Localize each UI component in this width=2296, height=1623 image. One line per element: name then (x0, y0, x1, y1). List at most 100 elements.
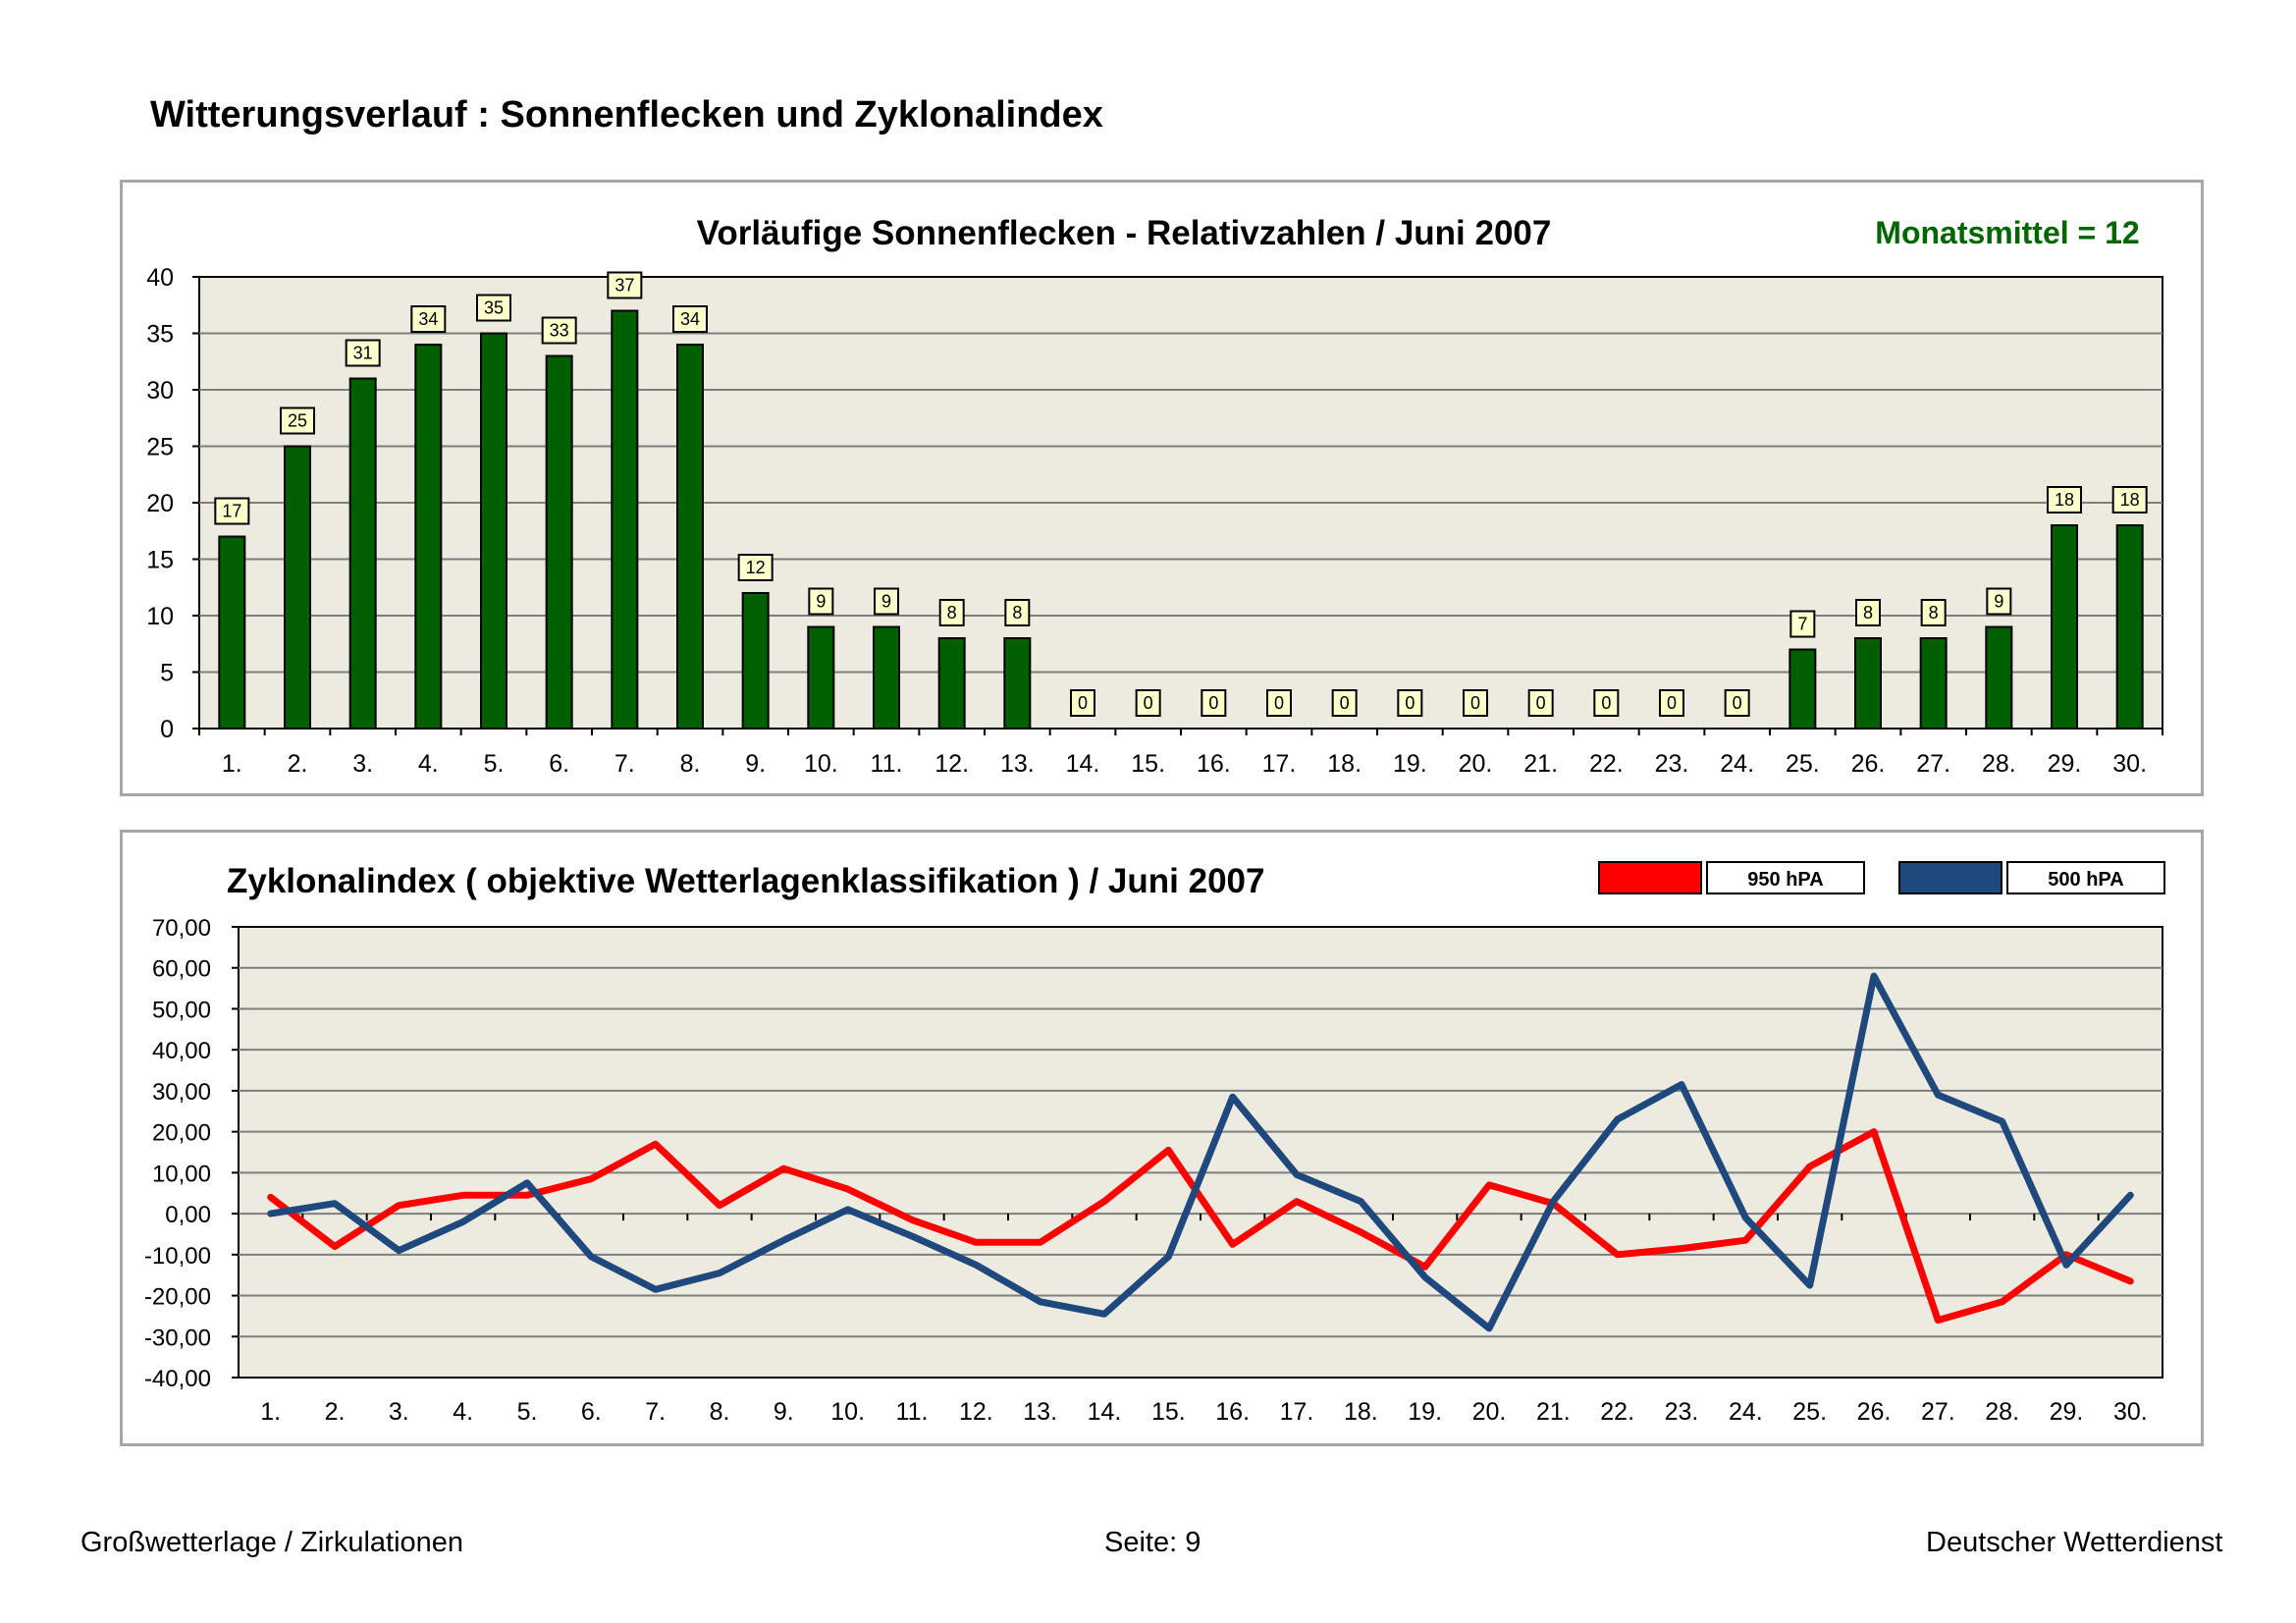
data-label: 33 (550, 321, 569, 341)
y-tick-label: -40,00 (144, 1366, 211, 1392)
legend-swatch (1598, 861, 1702, 894)
x-tick-label: 8. (680, 750, 701, 778)
x-tick-label: 16. (1215, 1398, 1250, 1426)
data-label-box (1135, 689, 1161, 717)
data-label: 9 (1994, 592, 2003, 612)
bar (807, 625, 835, 730)
bar (2115, 524, 2144, 730)
data-label-box (1070, 689, 1095, 717)
data-label-box (541, 316, 577, 345)
y-tick-label: 30,00 (152, 1079, 211, 1106)
x-tick-label: 22. (1589, 750, 1624, 778)
x-tick-label: 22. (1600, 1398, 1634, 1426)
x-tick-label: 21. (1536, 1398, 1571, 1426)
x-tick-label: 6. (549, 750, 569, 778)
data-label-box (1397, 689, 1423, 717)
data-label: 0 (1601, 693, 1611, 713)
x-tick-label: 25. (1792, 1398, 1827, 1426)
x-tick-label: 19. (1393, 750, 1427, 778)
x-tick-label: 26. (1851, 750, 1886, 778)
footer-section-label: Großwetterlage / Zirkulationen (80, 1527, 464, 1558)
data-label-box (476, 294, 511, 322)
bar (676, 344, 704, 730)
data-label-box (410, 305, 447, 333)
x-tick-label: 20. (1459, 750, 1493, 778)
x-tick-label: 1. (222, 750, 242, 778)
y-tick-label: 60,00 (152, 956, 211, 983)
y-tick-label: 50,00 (152, 997, 211, 1023)
data-label: 25 (288, 411, 307, 431)
data-label-box (1920, 599, 1947, 626)
y-tick-label: 10 (146, 603, 174, 630)
data-label-box (607, 271, 643, 299)
x-tick-label: 20. (1472, 1398, 1507, 1426)
x-tick-label: 23. (1655, 750, 1689, 778)
x-tick-label: 9. (745, 750, 766, 778)
legend-box (2006, 861, 2165, 894)
data-label-box (1986, 587, 2012, 616)
y-tick-label: -10,00 (144, 1243, 211, 1270)
y-tick-label: 30 (146, 377, 174, 405)
x-tick-label: 13. (1000, 750, 1035, 778)
data-label-box (1527, 689, 1554, 717)
x-tick-label: 4. (453, 1398, 473, 1426)
y-tick-label: 25 (146, 434, 174, 461)
monthly-mean-label: Monatsmittel = 12 (1875, 215, 2139, 250)
cyclonal-index-chart-panel: Zyklonalindex ( objektive Wetterlagenkla… (120, 830, 2204, 1446)
x-tick-label: 26. (1857, 1398, 1892, 1426)
data-label: 8 (947, 603, 957, 622)
data-label: 18 (2120, 490, 2140, 510)
x-tick-label: 8. (710, 1398, 730, 1426)
data-label-box (280, 406, 315, 435)
x-tick-label: 25. (1786, 750, 1820, 778)
x-tick-label: 29. (2048, 750, 2082, 778)
x-tick-label: 7. (614, 750, 635, 778)
x-tick-label: 10. (830, 1398, 865, 1426)
y-tick-label: -30,00 (144, 1325, 211, 1351)
data-label-box (1004, 599, 1031, 626)
data-label-box (2111, 486, 2148, 514)
page-title: Witterungsverlauf : Sonnenflecken und Zy… (150, 94, 1103, 135)
y-tick-label: 40,00 (152, 1038, 211, 1064)
bar (2051, 524, 2078, 730)
data-label-box (938, 599, 965, 626)
x-tick-label: 1. (260, 1398, 281, 1426)
x-tick-label: 18. (1327, 750, 1362, 778)
data-label: 0 (1470, 693, 1480, 713)
data-label-box (808, 587, 834, 616)
sunspot-chart: Vorläufige Sonnenflecken - Relativzahlen… (146, 214, 2163, 778)
footer-page-number: Seite: 9 (1104, 1527, 1201, 1558)
legend-swatch (1898, 861, 2002, 894)
legend-label: 950 hPA (1747, 869, 1823, 891)
data-label: 31 (353, 344, 373, 363)
data-label: 0 (1144, 693, 1153, 713)
data-label: 0 (1405, 693, 1415, 713)
x-tick-label: 28. (1985, 1398, 2019, 1426)
footer-publisher: Deutscher Wetterdienst (1926, 1527, 2223, 1558)
bar (480, 332, 507, 730)
x-tick-label: 11. (896, 1398, 929, 1426)
x-tick-label: 5. (484, 750, 505, 778)
data-label-box (1463, 689, 1488, 717)
x-tick-label: 2. (325, 1398, 346, 1426)
data-label: 7 (1797, 615, 1807, 634)
x-tick-label: 3. (389, 1398, 409, 1426)
x-tick-label: 5. (517, 1398, 538, 1426)
bar (1789, 648, 1817, 730)
x-tick-label: 30. (2113, 1398, 2148, 1426)
data-label-box (1593, 689, 1620, 717)
data-label: 0 (1536, 693, 1546, 713)
x-tick-label: 28. (1982, 750, 2016, 778)
bar (873, 625, 900, 730)
x-tick-label: 24. (1729, 1398, 1763, 1426)
data-label: 12 (746, 558, 766, 577)
data-label-box (1855, 599, 1881, 626)
x-tick-label: 13. (1023, 1398, 1057, 1426)
x-tick-label: 17. (1262, 750, 1297, 778)
y-tick-label: 20,00 (152, 1120, 211, 1147)
y-tick-label: 10,00 (152, 1161, 211, 1187)
bar (741, 592, 770, 730)
legend-label: 500 hPA (2048, 869, 2123, 891)
data-label: 17 (222, 502, 241, 521)
data-label-box (214, 497, 250, 525)
